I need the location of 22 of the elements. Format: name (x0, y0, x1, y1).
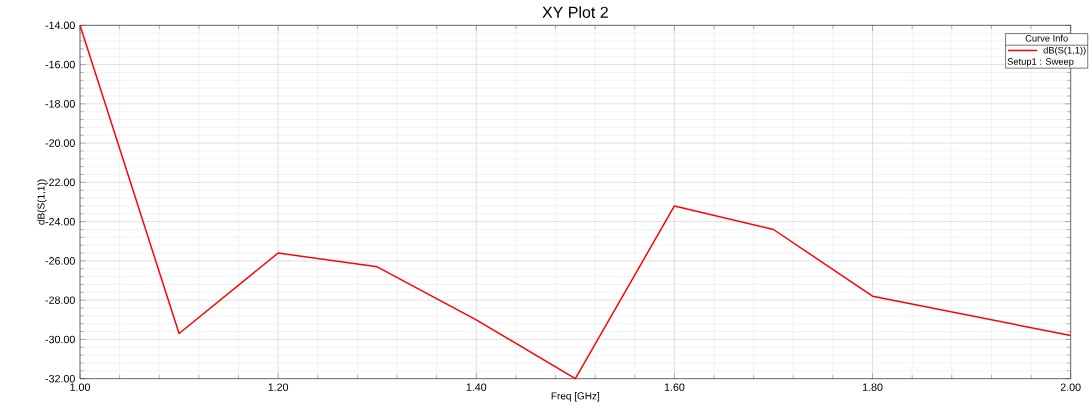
chart-title: XY Plot 2 (542, 6, 608, 18)
x-tick-label: 1.60 (664, 383, 685, 391)
x-tick-label: 1.20 (268, 383, 289, 391)
x-tick-label: 1.00 (70, 383, 90, 391)
x-axis-title: Freq [GHz] (551, 392, 600, 402)
y-tick-label: -16.00 (45, 60, 75, 69)
y-tick-label: -28.00 (45, 296, 75, 304)
annotation: Setup1 : Sweep (1007, 58, 1074, 67)
y-tick-label: -20.00 (45, 139, 75, 147)
x-tick-label: 1.40 (466, 383, 487, 391)
y-tick-label: -22.00 (45, 178, 75, 187)
legend-title: Curve Info (1025, 34, 1068, 42)
y-tick-label: -30.00 (45, 335, 75, 344)
x-tick-label: 1.80 (862, 383, 883, 391)
y-tick-label: -14.00 (45, 21, 75, 30)
x-tick-label: 2.00 (1060, 383, 1081, 391)
legend-label: dB(S(1,1)) (1043, 46, 1086, 56)
y-tick-label: -24.00 (45, 217, 75, 226)
y-tick-label: -18.00 (45, 100, 75, 108)
y-axis-title: dB(S(1,1)) (37, 179, 47, 225)
y-tick-label: -26.00 (45, 257, 75, 265)
y-tick-label: -32.00 (45, 374, 75, 383)
